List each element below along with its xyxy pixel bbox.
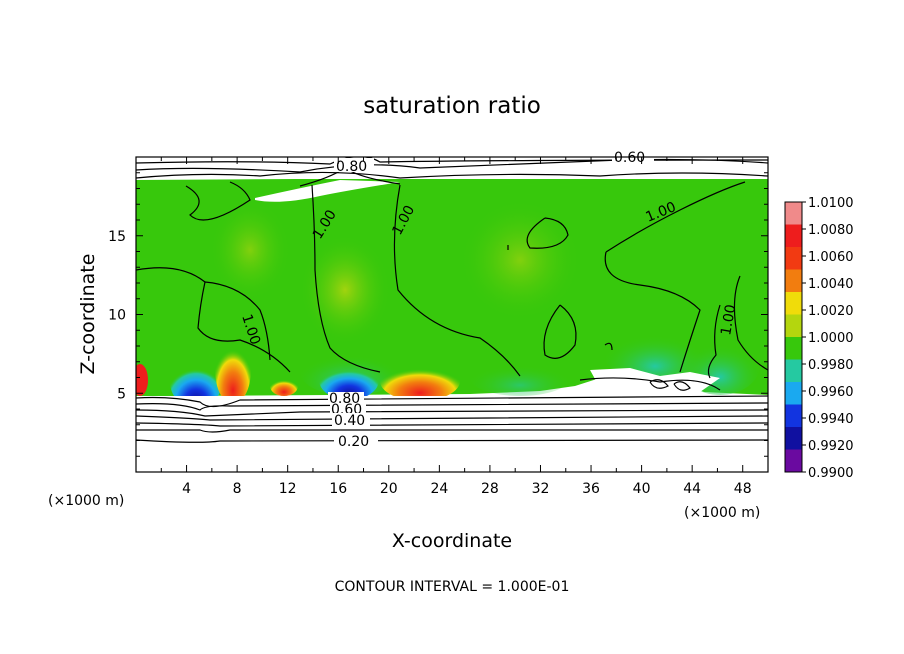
field-lower-dry bbox=[136, 396, 768, 472]
contour-line bbox=[204, 281, 271, 361]
field-anomaly-moist bbox=[215, 336, 251, 404]
plot-field bbox=[136, 157, 768, 472]
contour-line bbox=[579, 377, 721, 391]
colorbar-swatch bbox=[785, 314, 802, 337]
colorbar-label: 0.9940 bbox=[808, 412, 854, 427]
contour-line bbox=[136, 157, 768, 165]
x-unit-right: (×1000 m) bbox=[684, 505, 760, 521]
field-anomaly-moist bbox=[380, 361, 460, 401]
colorbar-swatch bbox=[785, 382, 802, 405]
colorbar-label: 1.0060 bbox=[808, 250, 854, 265]
field-saturated bbox=[136, 176, 768, 398]
contour-interval-note: CONTOUR INTERVAL = 1.000E-01 bbox=[335, 579, 570, 595]
y-tick-label: 5 bbox=[117, 386, 126, 402]
colorbar-swatch bbox=[785, 449, 802, 472]
contour-line bbox=[136, 402, 768, 411]
x-tick-label: 28 bbox=[481, 481, 499, 497]
colorbar: 1.0100 1.0080 1.0060 1.0040 1.0020 1.0000 0.99… bbox=[784, 196, 854, 481]
contour-line bbox=[605, 181, 746, 253]
contour-label: 0.20 bbox=[338, 434, 369, 450]
contour-label: 1.00 bbox=[718, 303, 739, 336]
colorbar-swatch bbox=[785, 292, 802, 315]
contour-line bbox=[604, 251, 701, 373]
colorbar-swatch bbox=[785, 224, 802, 247]
contour-line bbox=[136, 439, 768, 443]
colorbar-label: 1.0040 bbox=[808, 277, 854, 292]
x-tick-label: 16 bbox=[329, 481, 347, 497]
colorbar-swatch bbox=[785, 202, 802, 225]
contour-line bbox=[136, 415, 768, 421]
contour-line bbox=[393, 184, 521, 377]
colorbar-label: 0.9900 bbox=[808, 466, 854, 481]
x-tick-label: 20 bbox=[380, 481, 398, 497]
contour-line bbox=[136, 395, 768, 408]
x-tick-label: 40 bbox=[633, 481, 651, 497]
contour-label: 0.60 bbox=[614, 150, 645, 166]
colorbar-label: 1.0000 bbox=[808, 331, 854, 346]
contour-line bbox=[136, 422, 768, 427]
x-tick-label: 4 bbox=[182, 481, 191, 497]
contour-line bbox=[543, 304, 577, 359]
contour-lines bbox=[136, 157, 768, 443]
contour-line bbox=[136, 429, 768, 433]
field-patch-light bbox=[210, 200, 290, 300]
y-axis-label: Z-coordinate bbox=[77, 254, 99, 375]
contour-line bbox=[136, 171, 768, 179]
contour-line bbox=[526, 217, 569, 249]
colorbar-swatch bbox=[785, 247, 802, 270]
field-anomaly-dry bbox=[319, 360, 379, 400]
colorbar-label: 1.0020 bbox=[808, 304, 854, 319]
colorbar-label: 1.0100 bbox=[808, 196, 854, 211]
chart-title: saturation ratio bbox=[363, 93, 541, 119]
x-tick-label: 24 bbox=[430, 481, 448, 497]
y-axis: 5 10 15 bbox=[108, 172, 768, 457]
colorbar-label: 0.9960 bbox=[808, 385, 854, 400]
x-tick-label: 8 bbox=[233, 481, 242, 497]
x-tick-label: 44 bbox=[683, 481, 701, 497]
colorbar-label: 1.0080 bbox=[808, 223, 854, 238]
contour-line bbox=[136, 267, 291, 373]
colorbar-swatch bbox=[785, 359, 802, 382]
x-axis: 4 8 12 16 20 24 28 32 36 40 44 48 bbox=[160, 157, 752, 497]
x-axis-label: X-coordinate bbox=[392, 530, 512, 552]
colorbar-swatch bbox=[785, 427, 802, 450]
colorbar-swatch bbox=[785, 404, 802, 427]
contour-line bbox=[707, 304, 721, 379]
colorbar-swatch bbox=[785, 269, 802, 292]
contour-line bbox=[604, 342, 613, 351]
field-patch-cyan bbox=[470, 360, 570, 396]
y-tick-label: 10 bbox=[108, 308, 126, 324]
field-anomaly-moist bbox=[136, 364, 148, 396]
y-tick-label: 15 bbox=[108, 229, 126, 245]
colorbar-swatch bbox=[785, 337, 802, 360]
contour-line bbox=[136, 158, 768, 173]
colorbar-label: 0.9920 bbox=[808, 439, 854, 454]
contour-line bbox=[311, 184, 381, 373]
x-tick-label: 32 bbox=[532, 481, 550, 497]
contour-label: 0.40 bbox=[334, 413, 365, 429]
x-unit-left: (×1000 m) bbox=[48, 493, 124, 509]
contour-line bbox=[136, 409, 768, 417]
x-tick-label: 12 bbox=[279, 481, 297, 497]
contour-label: 0.80 bbox=[336, 159, 367, 175]
field-anomaly-dry bbox=[170, 356, 222, 408]
field-patch-light bbox=[460, 200, 580, 320]
x-tick-label: 48 bbox=[734, 481, 752, 497]
field-patch-light bbox=[300, 235, 390, 345]
contour-line bbox=[733, 275, 768, 371]
x-tick-label: 36 bbox=[582, 481, 600, 497]
contour-line bbox=[673, 381, 691, 391]
contour-line bbox=[185, 181, 251, 221]
field-anomaly-moist bbox=[270, 376, 298, 396]
field-dry-pocket bbox=[255, 180, 400, 202]
colorbar-label: 0.9980 bbox=[808, 358, 854, 373]
contour-line bbox=[649, 379, 669, 389]
